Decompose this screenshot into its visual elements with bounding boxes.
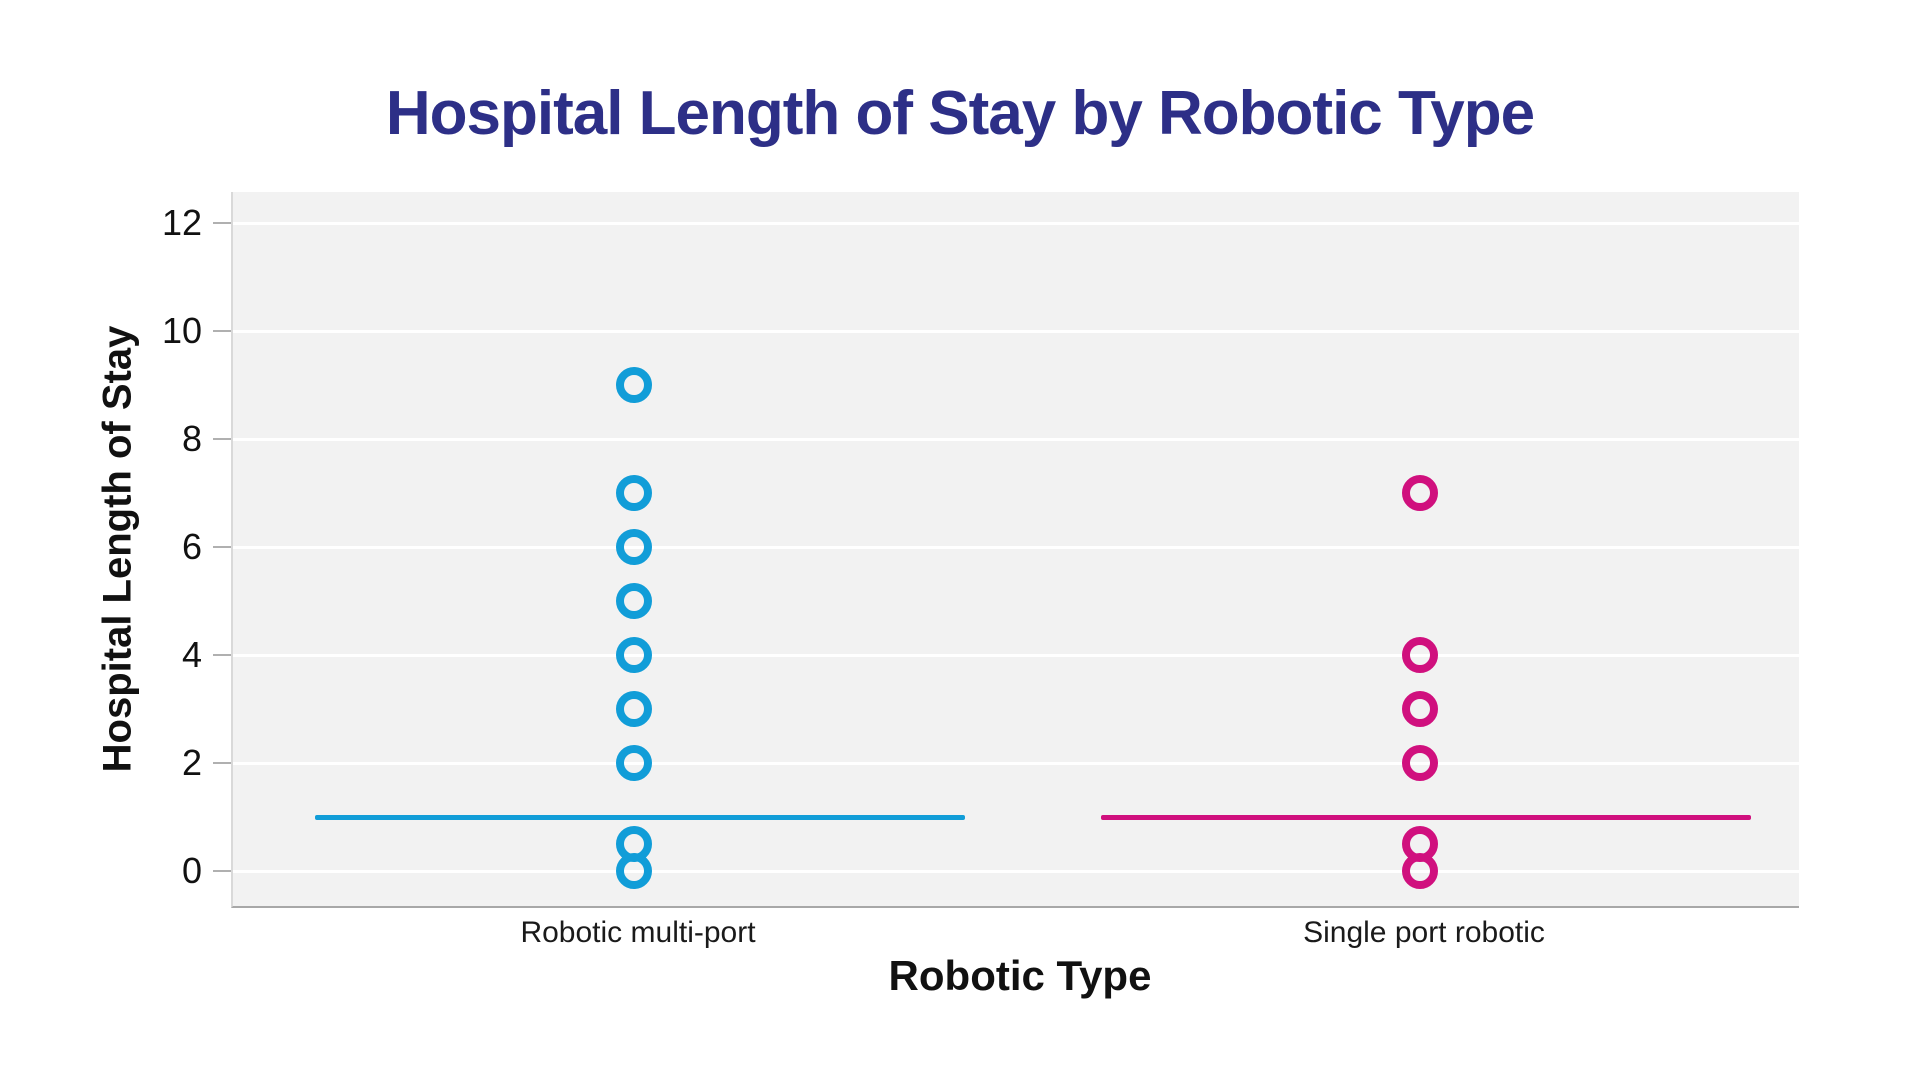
median-line-multi-port xyxy=(315,814,965,820)
plot-area: 0 2 4 6 8 10 12 xyxy=(162,192,1799,908)
data-point-multi-port-0 xyxy=(616,853,652,889)
gridline-y6 xyxy=(233,545,1799,549)
y-tick-mark-12 xyxy=(213,222,231,224)
chart-title: Hospital Length of Stay by Robotic Type xyxy=(385,79,1535,148)
data-point-multi-port-4 xyxy=(616,637,652,673)
data-point-multi-port-7 xyxy=(616,475,652,511)
gridline-y8 xyxy=(233,437,1799,441)
data-point-multi-port-2 xyxy=(616,745,652,781)
data-point-single-port-7 xyxy=(1402,475,1438,511)
data-point-single-port-0 xyxy=(1402,853,1438,889)
gridline-y2 xyxy=(233,761,1799,765)
data-point-single-port-3 xyxy=(1402,691,1438,727)
median-line-single-port xyxy=(1101,814,1751,820)
y-tick-mark-0 xyxy=(213,870,231,872)
y-tick-label-0: 0 xyxy=(181,850,202,891)
x-tick-label-single-port: Single port robotic xyxy=(1303,916,1545,949)
y-tick-mark-10 xyxy=(213,330,231,332)
y-tick-label-4: 4 xyxy=(181,634,202,675)
y-tick-label-12: 12 xyxy=(161,202,202,243)
y-tick-label-10: 10 xyxy=(161,310,202,351)
data-point-single-port-2 xyxy=(1402,745,1438,781)
x-tick-label-multi-port: Robotic multi-port xyxy=(520,916,756,949)
data-point-single-port-4 xyxy=(1402,637,1438,673)
y-tick-label-8: 8 xyxy=(181,418,202,459)
y-tick-mark-6 xyxy=(213,546,231,548)
gridline-y4 xyxy=(233,653,1799,657)
data-point-multi-port-5 xyxy=(616,583,652,619)
y-tick-label-6: 6 xyxy=(181,526,202,567)
y-tick-mark-2 xyxy=(213,762,231,764)
x-axis-title: Robotic Type xyxy=(888,952,1152,999)
data-point-multi-port-3 xyxy=(616,691,652,727)
y-tick-mark-8 xyxy=(213,438,231,440)
gridline-y10 xyxy=(233,329,1799,333)
data-point-multi-port-6 xyxy=(616,529,652,565)
gridline-y12 xyxy=(233,221,1799,225)
y-tick-label-2: 2 xyxy=(181,742,202,783)
gridline-y0 xyxy=(233,869,1799,873)
y-tick-mark-4 xyxy=(213,654,231,656)
data-point-multi-port-9 xyxy=(616,367,652,403)
